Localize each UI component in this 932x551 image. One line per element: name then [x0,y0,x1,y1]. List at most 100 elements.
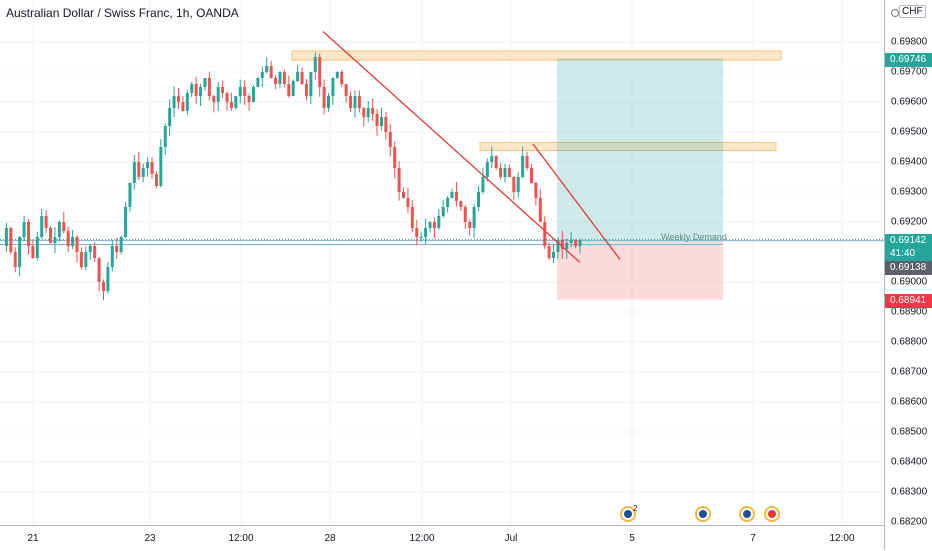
candle-body [494,156,498,168]
australia-flag-event-icon[interactable] [739,506,755,522]
candle-body [472,207,476,228]
candle-body [393,147,397,168]
current-price-badge: 0.69142 [885,234,932,248]
candle-body [578,240,582,246]
candle-body [543,222,547,246]
switzerland-flag-event-icon[interactable] [764,506,780,522]
candle-body [181,102,185,111]
chart-title: Australian Dollar / Swiss Franc, 1h, OAN… [6,6,239,20]
time-axis[interactable]: 21 23 12:00 28 12:00 Jul 5 7 12:00 [0,525,884,551]
candle-body [88,246,92,252]
time-tick-label: Jul [504,533,518,544]
currency-icon [891,9,899,17]
candle-countdown: 41:40 [885,247,932,261]
candle-body [534,183,538,198]
candle-body [31,246,35,258]
candle-body [516,177,520,192]
candle-body [397,168,401,192]
candle-body [26,222,30,246]
candle-body [560,240,564,249]
candle-body [194,84,198,96]
candle-body [274,78,278,84]
candle-body [4,228,8,246]
candle-body [450,192,454,198]
candle-body [547,246,551,258]
price-tick-label: 0.69800 [891,36,928,48]
candle-body [176,96,180,102]
candle-body [454,192,458,201]
candle-body [159,147,163,186]
candle-body [428,222,432,228]
candle-body [97,258,101,282]
price-tick-label: 0.69600 [891,96,928,108]
candle-body [35,237,39,258]
candle-body [357,96,361,108]
candle-body [57,222,61,237]
candle-body [238,87,242,96]
candle-body [366,108,370,117]
candle-body [106,267,110,291]
candle-body [13,252,17,267]
candle-body [296,72,300,81]
price-tick-label: 0.68600 [891,396,928,408]
currency-label[interactable]: CHF [899,5,926,18]
candle-body [163,126,167,147]
candle-body [146,162,150,168]
candle-body [415,228,419,237]
candle-body [172,96,176,108]
candle-body [75,237,79,252]
candle-body [529,168,533,183]
time-tick-label: 12:00 [228,533,254,544]
supply-zone [291,50,782,61]
candle-body [565,243,569,249]
candle-body [124,207,128,237]
candle-body [477,192,481,207]
candle-body [110,246,114,267]
candle-body [499,168,503,177]
candle-body [199,87,203,96]
candle-body [203,78,207,87]
australia-flag-event-icon[interactable] [620,506,636,522]
candle-body [49,228,53,243]
candle-body [349,96,353,108]
price-tick-label: 0.68300 [891,486,928,498]
candle-body [168,108,172,126]
candle-body [410,207,414,228]
chart-area[interactable]: Australian Dollar / Swiss Franc, 1h, OAN… [0,0,884,525]
price-tick-label: 0.68500 [891,426,928,438]
price-tick-label: 0.68200 [891,516,928,528]
candle-body [371,108,375,114]
candle-body [304,84,308,96]
supply-zone [479,142,777,151]
candle-body [327,96,331,108]
candle-body [132,162,136,183]
price-tick-label: 0.69500 [891,126,928,138]
time-tick-label: 21 [27,533,39,544]
candle-body [402,192,406,198]
price-chart[interactable] [0,0,884,525]
candle-body [141,168,145,177]
time-tick-label: 7 [750,533,756,544]
candle-body [574,240,578,246]
candle-body [384,117,388,132]
time-tick-label: 28 [324,533,336,544]
candle-body [44,216,48,228]
price-axis[interactable]: CHF 0.69800 0.69700 0.69600 0.69500 0.69400 0… [884,0,932,550]
candle-body [243,87,247,96]
candle-body [269,66,273,78]
candle-body [260,72,264,78]
candle-body [225,93,229,102]
candle-body [335,72,339,78]
candle-body [18,237,22,267]
candle-body [432,222,436,228]
candle-body [340,72,344,84]
australia-flag-event-icon[interactable] [695,506,711,522]
candle-body [525,156,529,168]
candle-body [313,57,317,72]
price-tick-label: 0.69700 [891,66,928,78]
candle-body [569,240,573,243]
candle-body [419,237,423,238]
candle-body [353,96,357,108]
stop-loss-zone [557,240,723,300]
candle-body [154,174,158,186]
